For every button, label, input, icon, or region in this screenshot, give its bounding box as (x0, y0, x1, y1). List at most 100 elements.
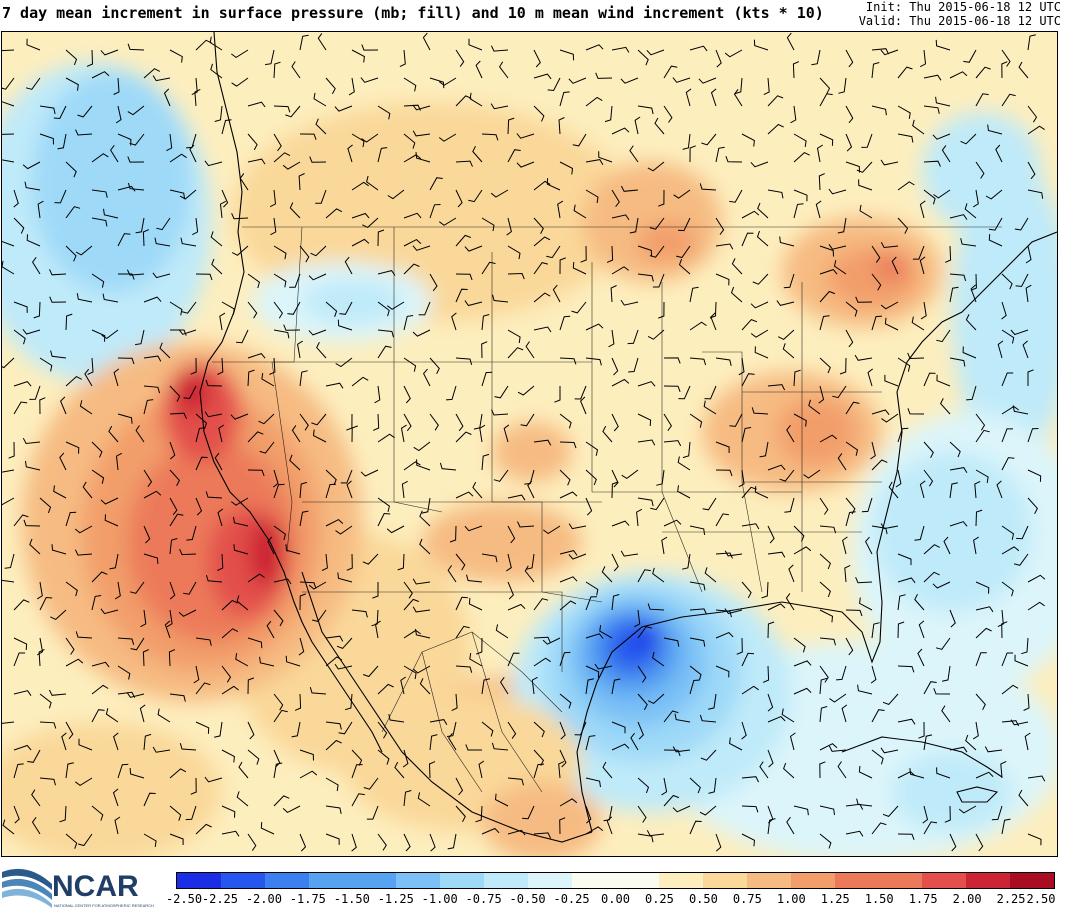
wind-barb (585, 159, 604, 166)
wind-barb (1027, 369, 1034, 386)
wind-barb (36, 581, 43, 600)
wind-barb (439, 77, 457, 86)
wind-barb (490, 103, 509, 110)
wind-barb (154, 237, 171, 247)
wind-barb (724, 550, 743, 557)
wind-barb (455, 288, 468, 303)
wind-barb (446, 721, 457, 737)
wind-barb (143, 490, 162, 499)
wind-barb (559, 161, 574, 175)
wind-barb (867, 368, 874, 387)
wind-barb (117, 665, 131, 680)
wind-barb (715, 273, 730, 286)
wind-barb (833, 260, 847, 275)
wind-barb (325, 805, 342, 815)
wind-barb (793, 687, 812, 695)
wind-barb (741, 373, 755, 387)
wind-barb (2, 357, 15, 369)
wind-barb (637, 777, 650, 794)
wind-barb (421, 497, 431, 514)
wind-barb (455, 431, 472, 443)
wind-barb (169, 513, 184, 527)
wind-barb (79, 400, 93, 415)
wind-barb (533, 217, 544, 235)
wind-barb (91, 805, 104, 821)
wind-barb (373, 413, 380, 431)
colorbar-swatch (308, 873, 353, 888)
wind-barb (65, 511, 77, 527)
wind-barb (507, 117, 515, 135)
wind-barb (91, 684, 109, 695)
wind-barb (816, 144, 823, 163)
wind-barb (783, 762, 795, 779)
wind-barb (750, 301, 769, 309)
wind-barb (621, 469, 639, 480)
wind-barb (845, 105, 854, 124)
wind-barb (2, 49, 15, 52)
colorbar-swatch (352, 873, 397, 888)
wind-barb (767, 95, 784, 107)
wind-barb (325, 635, 344, 642)
wind-barb (205, 491, 223, 499)
wind-barb (308, 273, 327, 281)
wind-barb (394, 761, 405, 779)
wind-barb (377, 345, 392, 359)
wind-barb (57, 133, 67, 150)
wind-barb (27, 749, 41, 763)
wind-barb (377, 683, 394, 695)
wind-barb (919, 480, 926, 499)
wind-barb (412, 606, 431, 613)
wind-barb (49, 296, 67, 303)
wind-barb (788, 564, 795, 583)
wind-barb (649, 217, 665, 230)
wind-barb (856, 798, 873, 807)
wind-barb (715, 49, 722, 68)
wind-barb (377, 301, 390, 317)
wind-barb (611, 721, 626, 734)
wind-barb (984, 746, 1003, 753)
wind-barb (316, 341, 327, 359)
wind-barb (325, 483, 337, 499)
wind-barb (195, 823, 212, 835)
wind-barb (767, 384, 786, 391)
colorbar-tick-label: -2.00 (245, 892, 282, 906)
wind-barb (469, 653, 483, 667)
wind-barb (647, 161, 665, 172)
wind-barb (481, 827, 500, 835)
wind-barb (317, 33, 327, 51)
wind-barb (949, 71, 968, 79)
wind-barb (611, 357, 619, 376)
wind-barb (880, 523, 899, 530)
wind-barb (650, 497, 665, 511)
colorbar-swatch (571, 873, 616, 888)
wind-barb (236, 329, 249, 344)
wind-barb (585, 805, 592, 824)
colorbar-tick-label: 2.25 (996, 892, 1026, 906)
wind-barb (230, 413, 249, 420)
wind-barb (65, 206, 81, 219)
colorbar-tick-label: -1.00 (421, 892, 458, 906)
wind-barb (113, 368, 120, 387)
wind-barb (611, 413, 619, 432)
wind-barb (233, 544, 249, 555)
wind-barb (91, 469, 105, 484)
wind-barb (741, 523, 760, 530)
wind-barb (845, 637, 854, 656)
wind-barb (336, 637, 353, 649)
wind-barb (828, 244, 847, 250)
wind-barb (865, 536, 873, 555)
wind-barb (777, 329, 795, 340)
wind-barb (91, 217, 108, 227)
wind-barb (647, 693, 665, 704)
wind-barb (767, 749, 774, 768)
wind-barb (1001, 93, 1016, 107)
wind-barb (897, 105, 911, 119)
wind-barb (204, 411, 223, 418)
wind-barb (211, 258, 223, 275)
wind-barb (321, 553, 328, 572)
wind-barb (637, 497, 654, 507)
wind-barb (494, 385, 509, 399)
wind-barb (273, 133, 282, 152)
wind-barb (923, 734, 933, 751)
wind-barb (715, 217, 725, 235)
